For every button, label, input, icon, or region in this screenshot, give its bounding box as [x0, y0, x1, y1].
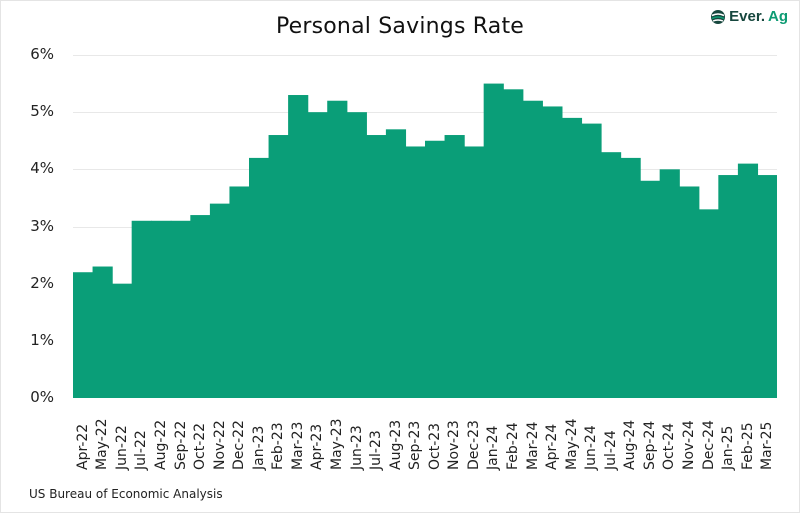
bar: [503, 89, 524, 398]
bar: [366, 135, 387, 398]
x-tick-label: Jun-24: [583, 425, 600, 470]
x-tick-label: Aug-24: [622, 419, 639, 470]
bar: [581, 123, 602, 398]
bar: [425, 140, 446, 398]
y-tick-label: 2%: [30, 273, 54, 292]
x-tick-label: Dec-23: [465, 420, 482, 470]
x-tick-label: Mar-23: [289, 421, 306, 470]
x-tick-label: Jan-24: [485, 425, 502, 470]
bar: [542, 106, 563, 398]
bar: [737, 163, 759, 398]
x-tick-label: Oct-23: [426, 422, 443, 470]
logo-text-accent: Ag: [768, 8, 788, 25]
bar: [112, 283, 133, 398]
bar-plot-area: [73, 83, 777, 398]
x-tick-label: Nov-24: [681, 420, 697, 470]
y-tick-label: 0%: [30, 388, 54, 406]
bar: [464, 146, 485, 398]
x-tick-label: Oct-24: [661, 422, 678, 470]
source-note: US Bureau of Economic Analysis: [29, 487, 223, 501]
bar: [131, 220, 152, 398]
bar: [209, 203, 231, 398]
x-tick-label: Jun-22: [113, 425, 130, 470]
ever-ag-logo-icon: [711, 9, 726, 24]
x-tick-label: Jan-23: [250, 425, 267, 470]
x-tick-label: Jul-23: [368, 430, 385, 470]
bar: [757, 175, 777, 398]
x-tick-label: Nov-23: [446, 420, 463, 470]
x-tick-label: May-24: [563, 418, 580, 470]
x-tick-label: Sep-23: [407, 420, 424, 470]
bar: [601, 152, 622, 398]
y-tick-label: 3%: [30, 216, 54, 235]
bar: [444, 135, 465, 398]
bar: [229, 186, 250, 398]
x-tick-label: Aug-23: [387, 419, 404, 470]
bar: [190, 215, 211, 398]
bar: [151, 220, 172, 398]
x-tick-label: Sep-22: [172, 420, 189, 470]
x-tick-label: Apr-23: [309, 423, 326, 470]
bar: [268, 135, 289, 398]
x-tick-label: Nov-22: [211, 420, 228, 470]
x-tick-label: Aug-22: [153, 419, 169, 470]
x-tick-label: Feb-23: [270, 422, 287, 470]
bar: [698, 209, 719, 398]
y-tick-label: 1%: [30, 330, 54, 349]
bar: [73, 272, 94, 398]
logo-text: Ever.: [729, 8, 765, 25]
bar: [170, 220, 191, 398]
bar: [385, 129, 407, 398]
x-tick-label: Apr-24: [544, 423, 561, 470]
x-tick-label: Dec-24: [700, 420, 717, 470]
bar: [307, 112, 328, 398]
bar: [522, 100, 543, 398]
bar: [718, 175, 739, 398]
x-tick-label: Jun-23: [348, 425, 365, 470]
bar: [659, 169, 680, 398]
x-tick-label: Jan-25: [720, 425, 737, 470]
x-tick-label: Mar-25: [759, 421, 776, 470]
x-tick-label: Jul-24: [602, 430, 619, 470]
ever-ag-logo: Ever. Ag: [710, 8, 788, 25]
chart-title: Personal Savings Rate: [275, 14, 525, 39]
bar: [327, 100, 348, 398]
bar: [405, 146, 426, 398]
x-tick-label: Dec-22: [231, 420, 248, 470]
bar: [561, 117, 583, 398]
x-tick-label: May-23: [329, 418, 345, 470]
y-tick-label: 6%: [30, 45, 54, 63]
x-tick-label: Feb-24: [505, 422, 521, 470]
bar: [620, 157, 641, 398]
x-tick-label: Feb-25: [739, 422, 756, 470]
bar: [640, 180, 661, 398]
gridline: [73, 112, 777, 114]
x-tick-label: Mar-24: [524, 421, 541, 470]
bar: [346, 112, 367, 398]
bar: [288, 95, 309, 398]
bar: [92, 266, 113, 398]
x-tick-label: May-22: [94, 418, 111, 470]
x-tick-label: Apr-22: [74, 423, 91, 470]
y-tick-label: 5%: [30, 102, 54, 121]
x-tick-label: Sep-24: [641, 420, 658, 470]
bar: [249, 157, 270, 398]
x-tick-label: Oct-22: [192, 422, 209, 470]
bar: [483, 83, 504, 398]
gridline: [73, 55, 777, 56]
bar: [679, 186, 700, 398]
x-tick-label: Jul-22: [133, 430, 150, 470]
y-tick-label: 4%: [30, 159, 54, 178]
